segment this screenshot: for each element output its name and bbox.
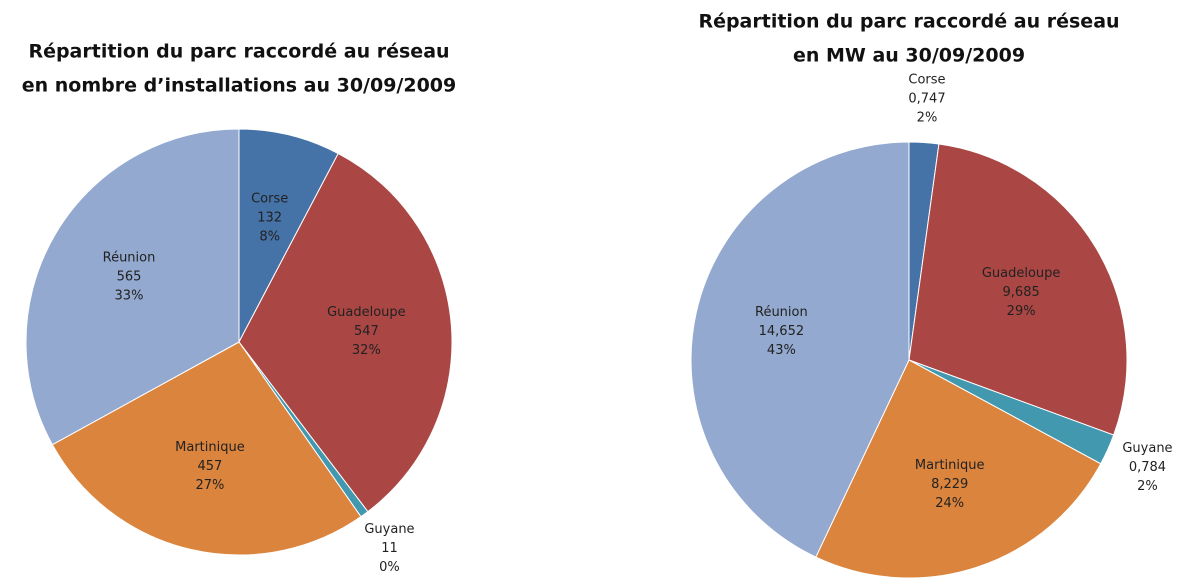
slice-label: 8,229 — [931, 477, 968, 492]
chart-title: Répartition du parc raccordé au réseau — [698, 11, 1119, 33]
slice-label: Guyane — [364, 522, 414, 537]
pie-slice — [238, 152, 453, 513]
slice-label: Martinique — [915, 458, 985, 473]
slice-label: 457 — [198, 459, 223, 474]
slice-label: Réunion — [103, 250, 156, 265]
slice-label: 0,784 — [1129, 460, 1166, 475]
slice-label: 33% — [115, 288, 144, 303]
slice-label: 32% — [352, 343, 381, 358]
slice-label: 0% — [379, 560, 400, 575]
slice-label: 43% — [767, 343, 796, 358]
pie-slice — [908, 143, 1128, 436]
slice-label: 565 — [117, 269, 142, 284]
slice-label: 11 — [381, 541, 398, 556]
slice-label: 2% — [917, 111, 938, 126]
slice-label: 0,747 — [908, 92, 945, 107]
slice-label: 27% — [195, 478, 224, 493]
chart-title: en nombre d’installations au 30/09/2009 — [22, 75, 457, 97]
chart-title: Répartition du parc raccordé au réseau — [28, 41, 449, 63]
slice-label: 24% — [935, 496, 964, 511]
pie-slice — [25, 128, 240, 446]
slice-label: Guyane — [1122, 441, 1172, 456]
slice-label: Corse — [251, 191, 288, 206]
slice-label: 29% — [1007, 304, 1036, 319]
slice-label: 8% — [259, 229, 280, 244]
slice-label: Guadeloupe — [327, 305, 406, 320]
pie-slice — [690, 141, 910, 558]
slice-label: 9,685 — [1003, 285, 1040, 300]
pie-slice — [51, 341, 362, 556]
pie-slice — [815, 359, 1102, 579]
slice-label: 2% — [1137, 479, 1158, 494]
slice-label: Corse — [908, 73, 945, 88]
slice-label: 14,652 — [759, 324, 805, 339]
slice-label: Guadeloupe — [982, 266, 1061, 281]
slice-label: 132 — [257, 210, 282, 225]
slice-label: 547 — [354, 324, 379, 339]
chart-title: en MW au 30/09/2009 — [793, 45, 1025, 67]
slice-label: Martinique — [175, 440, 245, 455]
pie-slice — [238, 128, 339, 343]
slice-label: Réunion — [755, 305, 808, 320]
